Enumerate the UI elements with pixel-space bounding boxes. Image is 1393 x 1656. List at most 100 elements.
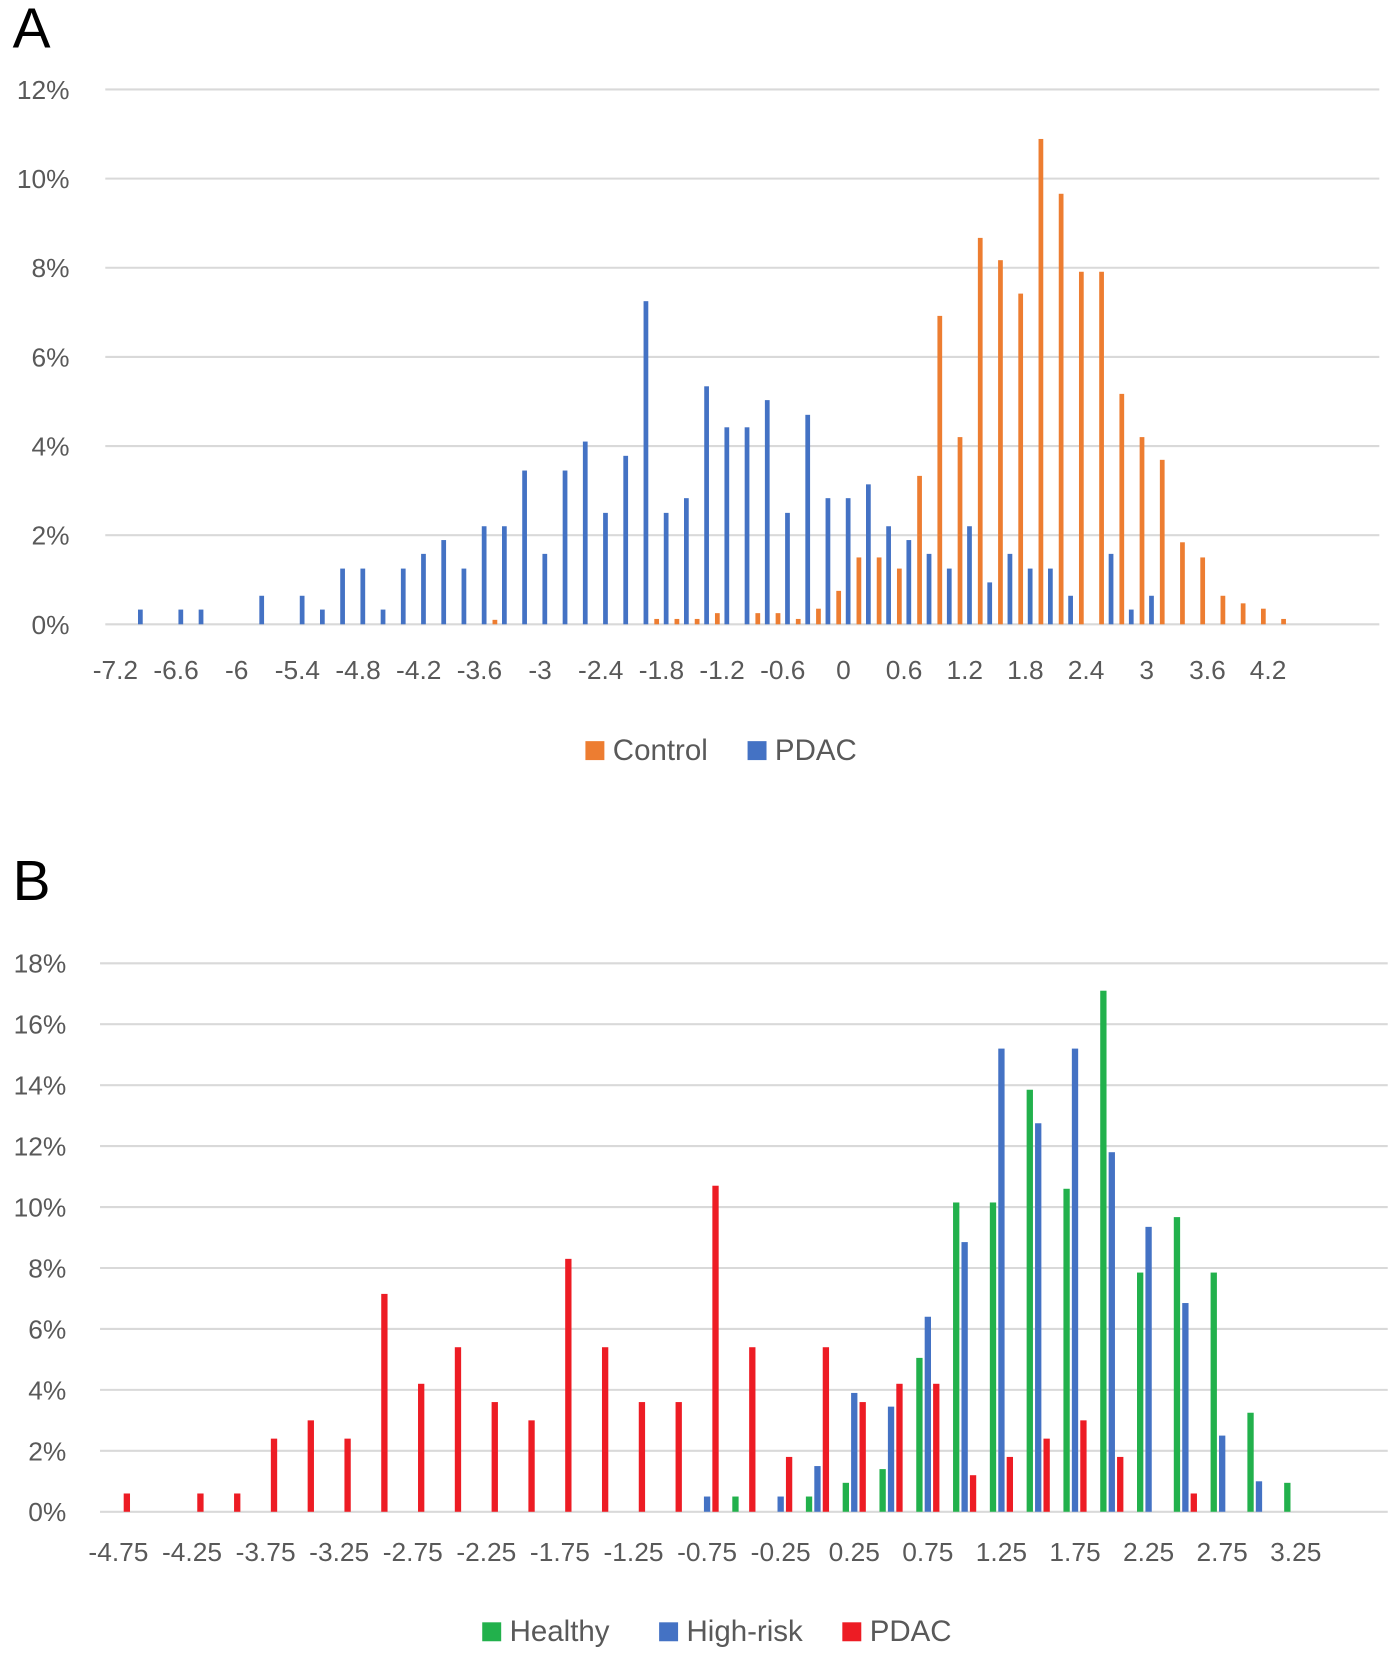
bar-control xyxy=(816,608,821,625)
bar-healthy xyxy=(842,1482,849,1512)
x-tick-label: -4.8 xyxy=(335,655,380,685)
x-tick-label: -1.75 xyxy=(530,1537,590,1567)
bar-pdac xyxy=(137,609,143,625)
legend-swatch-pdac xyxy=(747,741,767,761)
bar-pdac xyxy=(565,1258,572,1512)
bar-pdac xyxy=(724,427,730,625)
x-tick-label: -1.25 xyxy=(604,1537,664,1567)
bar-pdac xyxy=(501,526,507,625)
y-tick-label: 10% xyxy=(14,1193,67,1223)
panel-label: A xyxy=(13,0,51,60)
bar-pdac xyxy=(299,595,305,625)
bar-pdac xyxy=(684,498,689,625)
bar-pdac xyxy=(1068,595,1073,625)
bar-control xyxy=(1281,618,1286,625)
bar-control xyxy=(654,618,660,625)
bar-high-risk xyxy=(1145,1226,1152,1512)
bar-pdac xyxy=(704,386,709,625)
bar-pdac xyxy=(675,1402,682,1512)
y-tick-label: 0% xyxy=(31,610,69,640)
x-tick-label: -4.75 xyxy=(88,1537,148,1567)
bar-pdac xyxy=(454,1347,462,1512)
y-tick-label: 6% xyxy=(28,1314,66,1344)
x-tick-label: -6.6 xyxy=(153,655,198,685)
bar-control xyxy=(1220,595,1226,625)
bar-healthy xyxy=(732,1496,739,1512)
bar-control xyxy=(1260,608,1266,625)
x-tick-label: 4.2 xyxy=(1250,655,1287,685)
bar-pdac xyxy=(946,568,952,625)
y-tick-label: 4% xyxy=(31,431,69,461)
bar-high-risk xyxy=(703,1496,711,1512)
bar-pdac xyxy=(712,1185,719,1512)
bar-control xyxy=(714,613,720,625)
bar-control xyxy=(1200,557,1206,625)
x-tick-label: 0.6 xyxy=(886,655,923,685)
bar-control xyxy=(492,619,498,625)
bar-control xyxy=(856,557,862,625)
bar-pdac xyxy=(764,400,770,625)
bar-pdac xyxy=(1190,1493,1197,1512)
bar-healthy xyxy=(879,1469,886,1512)
legend-label-pdac: PDAC xyxy=(775,734,857,767)
bar-pdac xyxy=(785,1456,793,1512)
bar-pdac xyxy=(441,540,447,625)
bar-pdac xyxy=(198,609,204,625)
y-tick-label: 16% xyxy=(14,1010,67,1040)
bar-healthy xyxy=(1247,1412,1254,1512)
bar-pdac xyxy=(123,1493,131,1512)
legend-swatch-pdac xyxy=(842,1622,862,1642)
bar-pdac xyxy=(1006,1456,1014,1512)
bar-control xyxy=(917,475,922,625)
bar-control xyxy=(1180,542,1185,625)
bar-pdac xyxy=(360,568,366,625)
bar-pdac xyxy=(542,553,548,625)
legend-swatch-control xyxy=(585,741,605,761)
x-tick-label: 1.2 xyxy=(946,655,983,685)
x-tick-label: -6 xyxy=(225,655,248,685)
bar-control xyxy=(937,315,943,625)
bar-healthy xyxy=(1026,1089,1033,1512)
bar-high-risk xyxy=(777,1496,784,1512)
bar-control xyxy=(674,618,680,625)
x-tick-label: 0 xyxy=(836,655,851,685)
bar-pdac xyxy=(805,414,811,625)
bar-pdac xyxy=(1108,553,1114,625)
bar-pdac xyxy=(1149,595,1154,625)
bar-pdac xyxy=(969,1475,977,1512)
bar-control xyxy=(1139,437,1145,625)
y-tick-label: 8% xyxy=(28,1253,66,1283)
bar-high-risk xyxy=(1219,1435,1226,1512)
bar-pdac xyxy=(380,609,386,625)
bar-healthy xyxy=(1100,990,1107,1512)
bar-pdac xyxy=(562,470,568,625)
bar-pdac xyxy=(749,1347,756,1512)
bar-pdac xyxy=(933,1383,940,1512)
bar-control xyxy=(1099,271,1104,625)
y-tick-label: 14% xyxy=(14,1071,67,1101)
legend-label-high-risk: High-risk xyxy=(686,1615,803,1648)
bar-pdac xyxy=(906,540,912,625)
bar-pdac xyxy=(421,553,426,625)
bar-high-risk xyxy=(851,1392,858,1512)
bar-pdac xyxy=(859,1402,866,1512)
y-tick-label: 18% xyxy=(14,949,67,979)
bar-pdac xyxy=(461,568,467,625)
x-tick-label: -3.6 xyxy=(457,655,502,685)
bar-pdac xyxy=(270,1438,278,1512)
bar-pdac xyxy=(319,609,325,625)
x-tick-label: 2.4 xyxy=(1068,655,1105,685)
bar-pdac xyxy=(1128,609,1134,625)
x-tick-label: 1.25 xyxy=(976,1537,1027,1567)
bar-control xyxy=(836,590,842,625)
bar-pdac xyxy=(603,512,608,625)
x-tick-label: -1.8 xyxy=(639,655,684,685)
bar-high-risk xyxy=(924,1316,931,1512)
bar-healthy xyxy=(989,1202,997,1512)
legend-swatch-healthy xyxy=(482,1622,502,1642)
bar-healthy xyxy=(805,1496,813,1512)
bar-high-risk xyxy=(814,1466,821,1512)
bar-pdac xyxy=(886,526,891,625)
bar-pdac xyxy=(638,1402,646,1512)
bar-high-risk xyxy=(961,1242,968,1512)
